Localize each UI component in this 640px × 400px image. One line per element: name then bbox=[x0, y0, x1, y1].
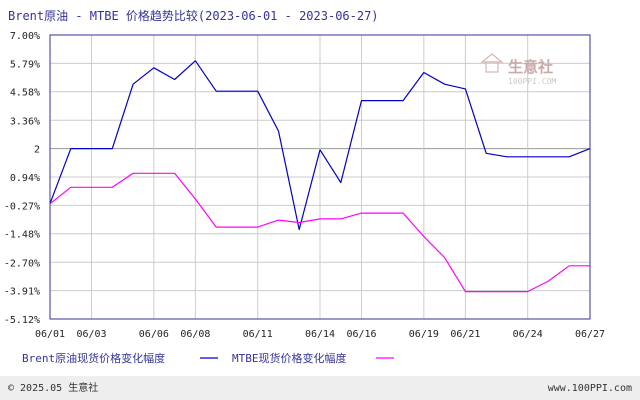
y-tick-label: -5.12% bbox=[4, 315, 40, 326]
x-tick-label: 06/03 bbox=[76, 329, 106, 340]
y-tick-label: -3.91% bbox=[4, 287, 40, 298]
legend-label-brent: Brent原油现货价格变化幅度 bbox=[22, 351, 165, 365]
legend: Brent原油现货价格变化幅度 MTBE现货价格变化幅度 bbox=[22, 351, 394, 365]
watermark-logo: 生意社 100PPI.COM bbox=[480, 53, 556, 86]
chart-title: Brent原油 - MTBE 价格趋势比较(2023-06-01 - 2023-… bbox=[8, 8, 379, 23]
footer-copyright: © 2025.05 生意社 bbox=[8, 381, 98, 394]
footer-website: www.100PPI.com bbox=[548, 383, 632, 394]
plot-frame bbox=[49, 34, 591, 320]
x-tick-label: 06/21 bbox=[450, 329, 480, 340]
y-tick-label: 2 bbox=[34, 145, 40, 156]
x-tick-label: 06/11 bbox=[243, 329, 273, 340]
watermark-url: 100PPI.COM bbox=[508, 77, 556, 86]
y-tick-label: 7.00% bbox=[10, 31, 40, 42]
x-tick-label: 06/06 bbox=[139, 329, 169, 340]
watermark-brand: 生意社 bbox=[508, 58, 553, 76]
footer-bar bbox=[0, 376, 640, 400]
legend-label-mtbe: MTBE现货价格变化幅度 bbox=[232, 351, 347, 365]
axis-tick-labels: 7.00% 5.79% 4.58% 3.36% 2 0.94% -0.27% -1.48% -2… bbox=[4, 31, 605, 340]
x-tick-label: 06/24 bbox=[513, 329, 543, 340]
y-tick-label: -1.48% bbox=[4, 230, 40, 241]
y-tick-label: 0.94% bbox=[10, 173, 40, 184]
series-line-brent bbox=[49, 60, 591, 231]
y-tick-label: -0.27% bbox=[4, 201, 40, 212]
watermark-house-body bbox=[485, 61, 499, 73]
y-tick-label: 3.36% bbox=[10, 116, 40, 127]
y-tick-label: -2.70% bbox=[4, 258, 40, 269]
x-tick-label: 06/16 bbox=[346, 329, 376, 340]
x-tick-label: 06/08 bbox=[180, 329, 210, 340]
x-tick-label: 06/27 bbox=[575, 329, 605, 340]
x-tick-label: 06/19 bbox=[409, 329, 439, 340]
y-tick-label: 4.58% bbox=[10, 88, 40, 99]
x-tick-label: 06/14 bbox=[305, 329, 335, 340]
x-tick-label: 06/01 bbox=[35, 329, 65, 340]
series-line-mtbe bbox=[49, 172, 590, 293]
data-series bbox=[49, 60, 591, 293]
y-tick-label: 5.79% bbox=[10, 59, 40, 70]
